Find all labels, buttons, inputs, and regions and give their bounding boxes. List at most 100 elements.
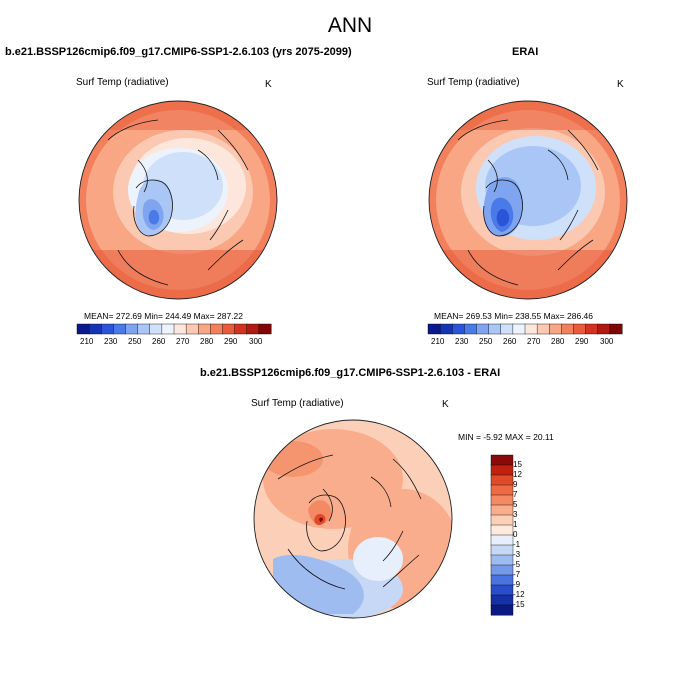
colorbar-label: 290: [575, 337, 589, 346]
colorbar-swatch: [536, 323, 550, 335]
colorbar-label: 230: [104, 337, 118, 346]
colorbar-swatch: [490, 474, 514, 486]
colorbar-swatch: [490, 494, 514, 506]
colorbar-label: -15: [513, 600, 525, 609]
colorbar-swatch: [258, 323, 272, 335]
colorbar-swatch: [452, 323, 465, 335]
colorbar-swatch: [488, 323, 502, 335]
colorbar-swatch: [490, 514, 514, 526]
panel-3-colorbar: [490, 454, 514, 616]
panel-2-stats: MEAN= 269.53 Min= 238.55 Max= 286.46: [434, 311, 594, 321]
colorbar-label: -1: [513, 540, 521, 549]
panel-1-units-label: K: [265, 79, 272, 90]
colorbar-swatch: [185, 323, 199, 335]
colorbar-swatch: [490, 564, 514, 576]
panel-1-colorbar: [76, 323, 272, 335]
colorbar-swatch: [490, 584, 514, 596]
colorbar-swatch: [464, 323, 478, 335]
panel-1-variable-label: Surf Temp (radiative): [76, 77, 169, 88]
colorbar-swatch: [490, 454, 514, 466]
colorbar-swatch: [222, 323, 236, 335]
panel-3-colorbar-labels: 15 12 9 7 5 3 1 0 -1 -3 -5 -7 -9 -12 -15: [513, 455, 543, 615]
colorbar-label: -5: [513, 560, 521, 569]
colorbar-swatch: [173, 323, 187, 335]
colorbar-label: 280: [551, 337, 565, 346]
panel-1-map: [78, 100, 278, 300]
colorbar-swatch: [490, 484, 514, 496]
colorbar-label: 250: [479, 337, 493, 346]
colorbar-label: 0: [513, 530, 518, 539]
colorbar-swatch: [490, 534, 514, 546]
colorbar-label: 210: [431, 337, 445, 346]
colorbar-swatch: [439, 323, 453, 335]
colorbar-swatch: [490, 574, 514, 586]
colorbar-swatch: [161, 323, 175, 335]
colorbar-label: -9: [513, 580, 521, 589]
colorbar-swatch: [234, 323, 248, 335]
colorbar-label: 9: [513, 480, 518, 489]
colorbar-swatch: [246, 323, 260, 335]
colorbar-swatch: [137, 323, 151, 335]
colorbar-label: -7: [513, 570, 521, 579]
colorbar-label: 290: [224, 337, 238, 346]
colorbar-swatch: [524, 323, 538, 335]
colorbar-label: 230: [455, 337, 469, 346]
colorbar-label: 260: [503, 337, 517, 346]
colorbar-swatch: [549, 323, 562, 335]
colorbar-swatch: [490, 604, 514, 616]
colorbar-swatch: [585, 323, 599, 335]
colorbar-swatch: [490, 594, 514, 606]
colorbar-label: 7: [513, 490, 518, 499]
colorbar-label: -3: [513, 550, 521, 559]
panel-1-title: b.e21.BSSP126cmip6.f09_g17.CMIP6-SSP1-2.…: [5, 46, 352, 58]
colorbar-label: 15: [513, 460, 522, 469]
colorbar-label: 3: [513, 510, 518, 519]
colorbar-swatch: [490, 464, 514, 476]
colorbar-label: 270: [176, 337, 190, 346]
colorbar-label: 12: [513, 470, 522, 479]
colorbar-swatch: [609, 323, 623, 335]
colorbar-label: 300: [249, 337, 263, 346]
panel-3-stats: MIN = -5.92 MAX = 20.11: [458, 432, 554, 442]
colorbar-label: 300: [600, 337, 614, 346]
colorbar-swatch: [490, 524, 514, 536]
colorbar-swatch: [101, 323, 114, 335]
panel-3-variable-label: Surf Temp (radiative): [251, 398, 344, 409]
colorbar-swatch: [149, 323, 163, 335]
colorbar-label: 5: [513, 500, 518, 509]
colorbar-swatch: [500, 323, 514, 335]
colorbar-swatch: [476, 323, 490, 335]
colorbar-swatch: [490, 504, 514, 516]
panel-3-map: [253, 419, 453, 619]
colorbar-swatch: [490, 554, 514, 566]
colorbar-swatch: [573, 323, 587, 335]
colorbar-swatch: [125, 323, 139, 335]
colorbar-label: 260: [152, 337, 166, 346]
main-title: ANN: [327, 14, 373, 37]
panel-1-stats: MEAN= 272.69 Min= 244.49 Max= 287.22: [84, 311, 244, 321]
panel-2-map: [428, 100, 628, 300]
colorbar-label: 1: [513, 520, 518, 529]
colorbar-swatch: [210, 323, 224, 335]
panel-2-units-label: K: [617, 79, 624, 90]
colorbar-label: 210: [80, 337, 94, 346]
panel-2-title: ERAI: [512, 46, 539, 58]
colorbar-label: -12: [513, 590, 525, 599]
colorbar-swatch: [561, 323, 575, 335]
colorbar-swatch: [198, 323, 211, 335]
colorbar-label: 280: [200, 337, 214, 346]
panel-3-title: b.e21.BSSP126cmip6.f09_g17.CMIP6-SSP1-2.…: [200, 367, 501, 379]
colorbar-swatch: [76, 323, 90, 335]
panel-2-colorbar-labels: 210 230 250 260 270 280 290 300: [428, 337, 622, 349]
panel-1-colorbar-labels: 210 230 250 260 270 280 290 300: [77, 337, 271, 349]
panel-3-units-label: K: [442, 399, 449, 410]
colorbar-swatch: [490, 544, 514, 556]
colorbar-swatch: [88, 323, 102, 335]
colorbar-swatch: [113, 323, 127, 335]
panel-2-colorbar: [427, 323, 623, 335]
colorbar-swatch: [512, 323, 526, 335]
colorbar-swatch: [427, 323, 441, 335]
colorbar-label: 270: [527, 337, 541, 346]
colorbar-swatch: [597, 323, 611, 335]
panel-2-variable-label: Surf Temp (radiative): [427, 77, 520, 88]
